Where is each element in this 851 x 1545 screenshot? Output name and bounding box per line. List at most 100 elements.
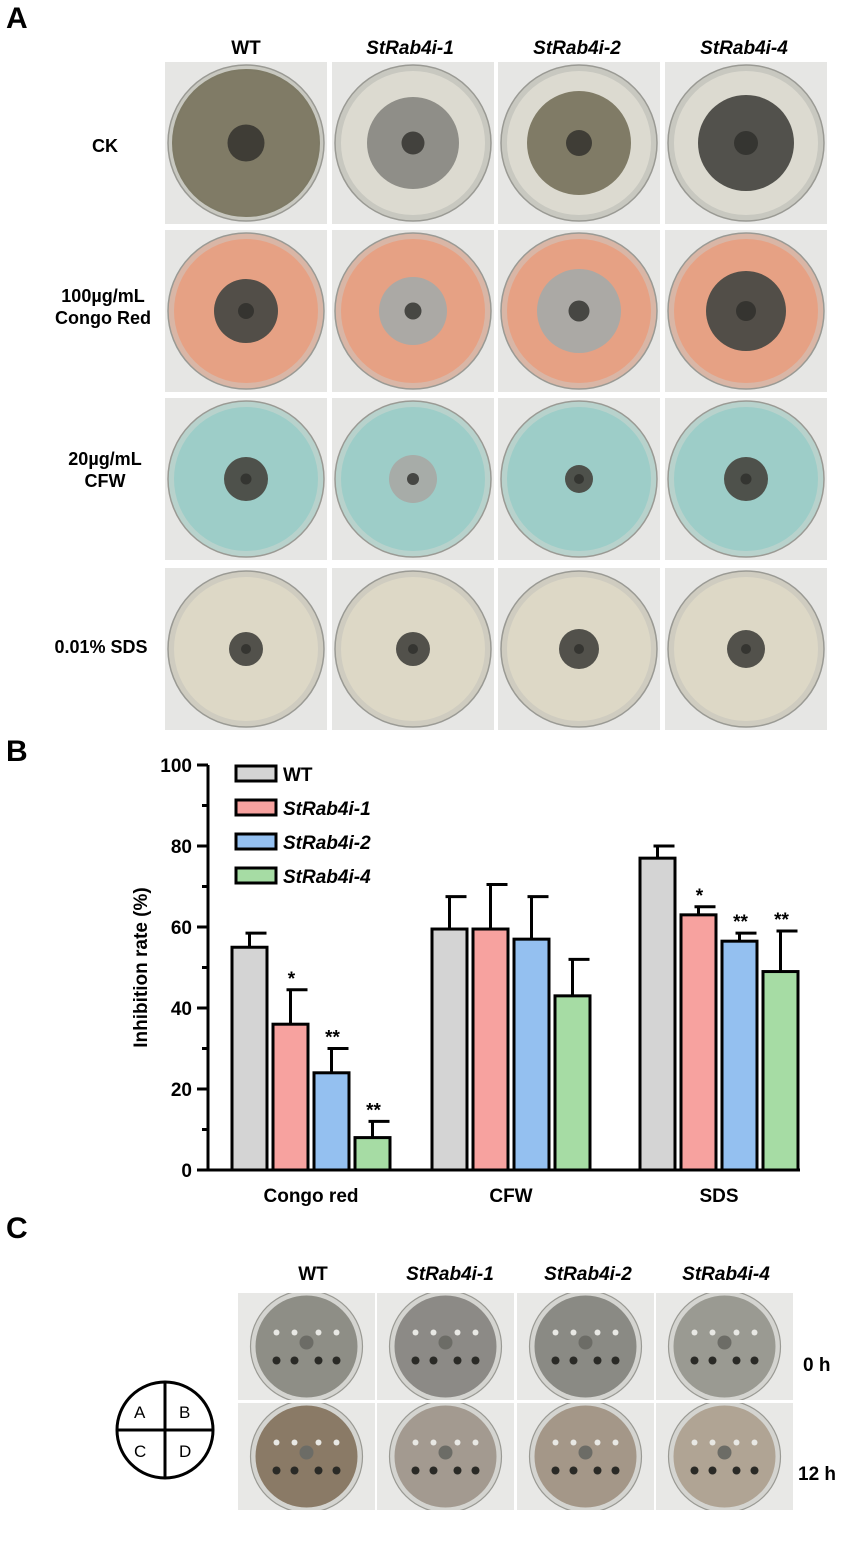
row-label-line: 100µg/mL bbox=[61, 286, 145, 306]
petri-dish-image bbox=[667, 1293, 782, 1400]
bar bbox=[471, 927, 510, 1172]
legend-swatch bbox=[234, 832, 278, 851]
legend-label: StRab4i-1 bbox=[283, 799, 371, 820]
treatment-spot bbox=[569, 1466, 578, 1475]
inoculation-drop bbox=[291, 1329, 298, 1336]
petri-dish-image bbox=[249, 1403, 364, 1510]
colony-center bbox=[734, 131, 758, 155]
inoculation-drop bbox=[691, 1439, 698, 1446]
plate-photo bbox=[165, 62, 327, 224]
plate-photo bbox=[665, 230, 827, 392]
plate-photo bbox=[377, 1403, 514, 1510]
plate-photo bbox=[238, 1293, 375, 1400]
significance-marker: * bbox=[696, 886, 704, 907]
plate-photo bbox=[332, 62, 494, 224]
plate-photo bbox=[332, 568, 494, 730]
y-tick-label: 60 bbox=[171, 918, 192, 939]
inoculation-drop bbox=[291, 1439, 298, 1446]
inoculation-drop bbox=[570, 1439, 577, 1446]
panel-c-column-header-strab4i-2: StRab4i-2 bbox=[544, 1264, 632, 1285]
colony-center bbox=[741, 644, 751, 654]
panel-a-row-label-sds: 0.01% SDS bbox=[40, 636, 162, 658]
inoculation-drop bbox=[333, 1329, 340, 1336]
colony-center bbox=[299, 1445, 314, 1460]
colony-center bbox=[566, 130, 592, 156]
treatment-spot bbox=[411, 1356, 420, 1365]
legend-label: StRab4i-4 bbox=[283, 867, 371, 888]
treatment-spot bbox=[551, 1356, 560, 1365]
treatment-spot bbox=[471, 1466, 480, 1475]
treatment-spot bbox=[290, 1356, 299, 1365]
panel-c-column-header-strab4i-1: StRab4i-1 bbox=[406, 1264, 494, 1285]
y-tick-label: 40 bbox=[171, 999, 192, 1020]
inoculation-drop bbox=[333, 1439, 340, 1446]
treatment-spot bbox=[332, 1356, 341, 1365]
bar bbox=[512, 937, 551, 1172]
petri-dish-image bbox=[388, 1293, 503, 1400]
plate-photo bbox=[165, 398, 327, 560]
bar bbox=[312, 1071, 351, 1172]
treatment-spot bbox=[290, 1466, 299, 1475]
plate-photo bbox=[238, 1403, 375, 1510]
petri-dish-image bbox=[167, 64, 325, 222]
petri-dish-image bbox=[500, 64, 658, 222]
treatment-spot bbox=[453, 1356, 462, 1365]
treatment-spot bbox=[732, 1466, 741, 1475]
colony-center bbox=[574, 474, 584, 484]
legend-swatch bbox=[234, 866, 278, 885]
colony-center bbox=[438, 1445, 453, 1460]
colony-center bbox=[401, 131, 425, 155]
treatment-spot bbox=[272, 1466, 281, 1475]
petri-dish-image bbox=[334, 64, 492, 222]
plate-photo bbox=[498, 62, 660, 224]
petri-dish-image bbox=[388, 1403, 503, 1510]
colony-center bbox=[740, 473, 752, 485]
inoculation-drop bbox=[594, 1329, 601, 1336]
legend-label: StRab4i-2 bbox=[283, 833, 371, 854]
row-label-line: 0.01% SDS bbox=[54, 637, 148, 657]
panel-a-column-header-strab4i-4: StRab4i-4 bbox=[700, 38, 788, 59]
colony-center bbox=[299, 1335, 314, 1350]
colony-center bbox=[240, 473, 252, 485]
colony-center bbox=[404, 302, 422, 320]
significance-marker: ** bbox=[733, 912, 748, 933]
inoculation-drop bbox=[709, 1329, 716, 1336]
inoculation-drop bbox=[751, 1329, 758, 1336]
inoculation-drop bbox=[691, 1329, 698, 1336]
panel-letter-b: B bbox=[6, 735, 28, 768]
x-tick-label: SDS bbox=[699, 1186, 738, 1207]
row-label-line: CK bbox=[92, 136, 118, 156]
significance-marker: * bbox=[288, 969, 296, 990]
treatment-spot bbox=[611, 1356, 620, 1365]
treatment-spot bbox=[690, 1466, 699, 1475]
inoculation-drop bbox=[733, 1329, 740, 1336]
petri-dish-image bbox=[334, 570, 492, 728]
colony-center bbox=[717, 1445, 732, 1460]
treatment-spot bbox=[593, 1466, 602, 1475]
inoculation-drop bbox=[315, 1439, 322, 1446]
plate-photo bbox=[377, 1293, 514, 1400]
panel-a-row-label-cfw: 20µg/mL CFW bbox=[50, 448, 160, 492]
petri-dish-image bbox=[167, 570, 325, 728]
treatment-spot bbox=[332, 1466, 341, 1475]
treatment-spot bbox=[569, 1356, 578, 1365]
plate-photo bbox=[332, 230, 494, 392]
inoculation-drop bbox=[454, 1439, 461, 1446]
petri-dish-image bbox=[500, 570, 658, 728]
inoculation-drop bbox=[472, 1439, 479, 1446]
petri-dish-image bbox=[500, 400, 658, 558]
panel-a-column-header-strab4i-2: StRab4i-2 bbox=[533, 38, 621, 59]
colony-center bbox=[238, 303, 254, 319]
colony-center bbox=[227, 124, 265, 162]
quadrant-label-d: D bbox=[179, 1442, 192, 1461]
y-tick-label: 0 bbox=[181, 1161, 192, 1182]
panel-c-row-label-12h: 12 h bbox=[798, 1464, 837, 1485]
colony-center bbox=[568, 300, 590, 322]
inoculation-drop bbox=[315, 1329, 322, 1336]
petri-dish-image bbox=[667, 400, 825, 558]
inoculation-drop bbox=[612, 1329, 619, 1336]
treatment-spot bbox=[411, 1466, 420, 1475]
colony-center bbox=[717, 1335, 732, 1350]
panel-letter-a: A bbox=[6, 2, 28, 35]
legend-swatch bbox=[234, 798, 278, 817]
